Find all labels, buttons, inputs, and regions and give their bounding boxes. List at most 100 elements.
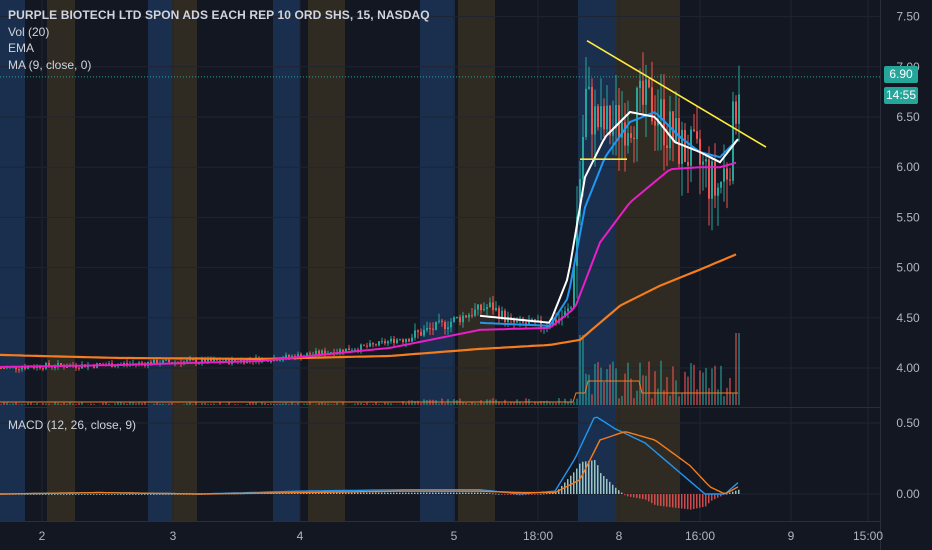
volume-bar	[519, 401, 521, 405]
candle-body	[573, 265, 575, 308]
macd-hist-bar	[510, 494, 512, 495]
macd-hist-bar	[585, 461, 587, 494]
macd-hist-bar	[654, 494, 656, 505]
volume-bar	[633, 398, 635, 405]
macd-hist-bar	[687, 494, 689, 510]
volume-bar	[642, 375, 644, 405]
macd-hist-bar	[657, 494, 659, 506]
macd-hist-bar	[486, 493, 488, 494]
macd-hist-bar	[402, 492, 404, 494]
macd-hist-bar	[696, 494, 698, 509]
volume-bar	[12, 403, 14, 405]
candle-body	[513, 318, 515, 323]
candle-body	[612, 128, 614, 136]
macd-hist-bar	[426, 492, 428, 494]
macd-hist-bar	[447, 492, 449, 494]
candle-body	[621, 122, 623, 138]
macd-hist-bar	[138, 494, 140, 495]
volume-bar	[30, 402, 32, 405]
volume-bar	[462, 401, 464, 405]
macd-hist-bar	[429, 492, 431, 494]
volume-bar	[669, 395, 671, 405]
volume-bar	[573, 402, 575, 405]
macd-hist-bar	[435, 492, 437, 494]
macd-hist-bar	[342, 492, 344, 494]
candle-body	[99, 363, 101, 365]
volume-bar	[228, 402, 230, 405]
macd-hist-bar	[525, 494, 527, 496]
macd-legend[interactable]: MACD (12, 26, close, 9)	[8, 418, 137, 432]
macd-hist-bar	[438, 492, 440, 494]
macd-hist-bar	[393, 492, 395, 494]
volume-bar	[648, 361, 650, 405]
macd-hist-bar	[594, 460, 596, 494]
candle-body	[588, 86, 590, 89]
volume-bar	[693, 364, 695, 405]
candle-body	[516, 320, 518, 323]
macd-hist-bar	[306, 492, 308, 494]
macd-hist-bar	[540, 493, 542, 495]
candle-body	[459, 316, 461, 323]
macd-hist-bar	[300, 492, 302, 494]
candle-body	[408, 339, 410, 342]
volume-bar	[357, 402, 359, 405]
macd-axis: 0.50 0.00	[896, 416, 920, 501]
volume-bar	[366, 402, 368, 405]
volume-bar	[291, 402, 293, 405]
time-tick-label: 4	[297, 529, 304, 543]
volume-bar	[210, 403, 212, 405]
candle-body	[453, 317, 455, 322]
macd-hist-bar	[642, 494, 644, 500]
candle-body	[270, 361, 272, 363]
candle-body	[381, 341, 383, 343]
volume-bar	[183, 404, 185, 405]
candle-body	[687, 161, 689, 166]
macd-hist-bar	[27, 494, 29, 495]
time-tick-label: 3	[170, 529, 177, 543]
macd-hist-bar	[501, 494, 503, 495]
macd-hist-bar	[132, 494, 134, 495]
volume-bar	[444, 403, 446, 405]
volume-bar	[738, 333, 740, 405]
candle-body	[477, 304, 479, 310]
macd-hist-bar	[705, 494, 707, 507]
candle-body	[426, 327, 428, 330]
candle-body	[411, 337, 413, 342]
candle-body	[165, 359, 167, 361]
macd-hist-bar	[408, 492, 410, 494]
candle-body	[396, 339, 398, 343]
macd-hist-bar	[552, 492, 554, 494]
macd-hist-bar	[171, 494, 173, 495]
candle-body	[3, 368, 5, 370]
volume-legend[interactable]: Vol (20)	[8, 24, 50, 39]
macd-hist-bar	[609, 481, 611, 494]
volume-bar	[78, 402, 80, 405]
signal-line	[0, 431, 739, 495]
macd-hist-bar	[549, 493, 551, 494]
volume-bar	[540, 401, 542, 405]
macd-hist-bar	[588, 460, 590, 494]
volume-bar	[405, 402, 407, 405]
volume-bar	[270, 403, 272, 405]
candle-body	[15, 366, 17, 370]
ema-legend[interactable]: EMA	[8, 41, 35, 55]
volume-bar	[288, 404, 290, 405]
macd-hist-bar	[69, 494, 71, 495]
candle-body	[114, 366, 116, 368]
volume-bar	[219, 402, 221, 405]
volume-bar	[273, 403, 275, 405]
macd-hist-bar	[63, 494, 65, 495]
volume-bar	[297, 402, 299, 405]
volume-bar	[729, 378, 731, 405]
volume-bar	[375, 402, 377, 405]
macd-hist-bar	[618, 490, 620, 494]
trendline	[586, 40, 767, 148]
candle-body	[234, 359, 236, 361]
volume-bar	[168, 403, 170, 405]
ma-legend[interactable]: MA (9, close, 0)	[8, 57, 92, 72]
candle-body	[681, 129, 683, 164]
candle-body	[315, 350, 317, 355]
time-tick-label: 18:00	[523, 529, 553, 543]
candle-body	[201, 358, 203, 363]
